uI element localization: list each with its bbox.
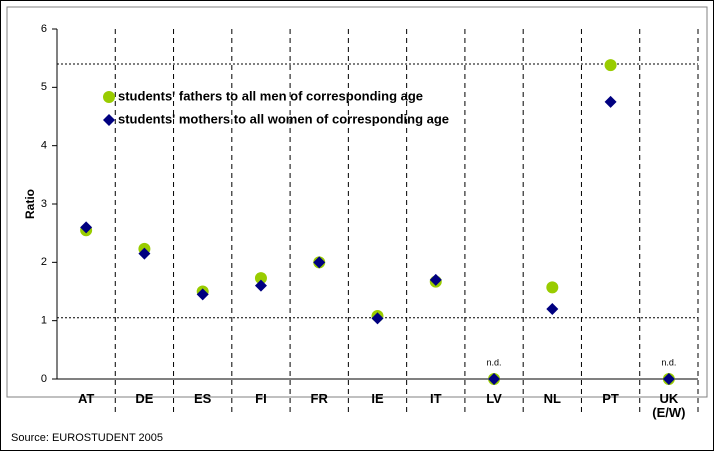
y-tick-label: 2 <box>41 256 47 268</box>
y-tick-label: 0 <box>41 373 47 385</box>
x-tick-label: LV <box>486 391 502 406</box>
point <box>80 221 93 234</box>
point <box>138 247 151 260</box>
point <box>662 373 675 385</box>
source: Source: EUROSTUDENT 2005 <box>11 432 163 444</box>
x-tick-label: IE <box>371 391 384 406</box>
point <box>429 273 442 286</box>
x-tick-label: FR <box>310 391 328 406</box>
legend-label: students' mothers to all women of corres… <box>118 111 449 126</box>
x-tick-label: PT <box>602 391 619 406</box>
x-tick-label: ES <box>194 391 212 406</box>
point <box>254 272 267 285</box>
legend-label: students' fathers to all men of correspo… <box>118 88 423 103</box>
y-tick-label: 5 <box>41 81 47 93</box>
legend-marker <box>103 114 115 126</box>
y-tick-label: 1 <box>41 315 47 327</box>
x-tick-label: DE <box>135 391 154 406</box>
annotation: n.d. <box>661 357 676 367</box>
y-axis-label: Ratio <box>23 189 37 219</box>
y-tick-label: 4 <box>41 140 47 152</box>
point <box>604 59 617 72</box>
point <box>254 279 267 292</box>
point <box>196 288 209 301</box>
x-tick-label: UK (E/W) <box>652 391 686 420</box>
legend-marker <box>103 91 115 103</box>
point <box>546 281 559 294</box>
point <box>313 256 326 269</box>
x-tick-label: NL <box>543 391 561 406</box>
x-tick-label: AT <box>77 391 95 406</box>
y-tick-label: 6 <box>41 23 47 35</box>
point <box>371 312 384 325</box>
plot-frame <box>6 6 708 398</box>
x-tick-label: IT <box>429 391 442 406</box>
point <box>546 303 559 315</box>
point <box>604 95 617 108</box>
annotation: n.d. <box>487 357 502 367</box>
point <box>488 373 501 385</box>
y-tick-label: 3 <box>41 198 47 210</box>
x-tick-label: FI <box>255 391 267 406</box>
